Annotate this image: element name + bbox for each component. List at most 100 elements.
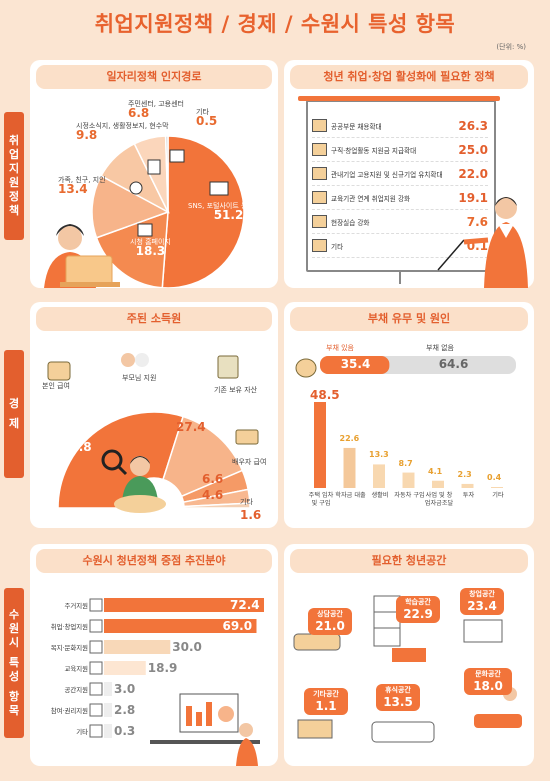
pie2-value-2: 6.6 (202, 472, 224, 486)
side-tab-char: 수 (8, 608, 20, 621)
side-tab-char: 성 (8, 670, 20, 683)
person-laptop-illustration (44, 224, 120, 288)
priority-label: 복지·문화지원 (50, 644, 88, 652)
pie2-slice (183, 502, 251, 509)
policy-row: 현장실습 강화 7.6 (312, 210, 488, 234)
semi-pie-income (47, 353, 259, 513)
pie1-label-1: 시청 홈페이지 18.3 (130, 238, 171, 258)
debt-col-value: 13.3 (369, 450, 389, 460)
space-label: 창업공간 (469, 590, 495, 598)
debt-col-value: 0.4 (487, 473, 502, 482)
debt-has-value: 35.4 (340, 357, 371, 371)
policy-list: 공공부문 채용확대 26.3 구직·창업활동 지원금 지급확대 25.0 관내기업 고용… (312, 114, 488, 258)
priority-icon (89, 703, 103, 717)
space-label: 상담공간 (317, 610, 343, 618)
card-awareness-path: 일자리정책 인지경로 SNS, 포털사이트 등 인터넷 51.2 시청 홈페이지 1… (30, 60, 278, 288)
wallet-icon (47, 361, 71, 381)
space-value: 23.4 (467, 599, 497, 613)
side-tab-char: 취 (8, 134, 20, 147)
space-label: 문화공간 (475, 670, 501, 678)
page-title: 취업지원정책 / 경제 / 수원시 특성 항목 (94, 12, 456, 36)
debt-col (461, 483, 474, 488)
card-youth-space: 필요한 청년공간 상담공간 21.0 학습공간 22.9 창업공간 23.4 기타공간 1.1… (284, 544, 534, 766)
monitor-icon (137, 223, 153, 237)
priority-bars (89, 598, 264, 766)
priority-label: 교육지원 (64, 665, 88, 673)
priority-bar (104, 598, 264, 612)
space-label: 휴식공간 (385, 686, 411, 694)
side-tab-char: 정 (8, 190, 20, 203)
policy-value: 7.6 (466, 214, 488, 229)
debt-col (373, 464, 385, 488)
policy-icon (312, 215, 327, 228)
card-priority-areas: 수원시 청년정책 중점 추진분야 주거지원 72.4 취업·창업지원 69.0 복지·문… (30, 544, 278, 766)
priority-value: 72.4 (230, 598, 260, 612)
priority-value: 3.0 (114, 682, 136, 696)
policy-label: 교육기관 연계 취업지원 강화 (331, 194, 411, 203)
side-tab-char: 제 (8, 417, 20, 430)
policy-icon (312, 119, 327, 132)
pie2-label-1: 부모님 지원 (122, 374, 157, 382)
pie2-label-3: 배우자 급여 (232, 458, 267, 466)
side-tab-char: 원 (8, 622, 20, 635)
policy-label: 공공부문 채용확대 (331, 122, 382, 131)
space-illustration (293, 595, 522, 743)
priority-icon (89, 598, 103, 612)
pie2-label-4: 기타 (240, 498, 253, 506)
priority-icon (89, 640, 103, 654)
policy-icon (312, 239, 327, 252)
card-title: 주된 소득원 (36, 307, 272, 331)
debt-yes-label: 부채 있음 (326, 344, 354, 352)
priority-bar (104, 661, 146, 675)
space-value: 13.5 (383, 695, 413, 709)
debt-col-label: 투자 (462, 492, 475, 499)
side-tab-label: 경 제 (9, 397, 19, 431)
policy-value: 22.0 (458, 166, 488, 181)
side-tab-char: 경 (8, 397, 20, 410)
debt-col (402, 472, 415, 488)
debt-col-label: 학자금 대출 (335, 492, 366, 499)
priority-icon (89, 682, 103, 696)
card-title: 필요한 청년공간 (290, 549, 528, 573)
policy-label: 현장실습 강화 (331, 218, 370, 227)
card-pay-icon (235, 429, 259, 445)
priority-bar (104, 640, 171, 654)
debt-col-label: 자동차 구입 (394, 492, 425, 499)
priority-value: 69.0 (222, 619, 253, 633)
space-value: 22.9 (403, 607, 433, 621)
space-pill: 문화공간 18.0 (464, 668, 512, 695)
space-pill: 창업공간 23.4 (460, 588, 504, 615)
debt-col-label: 주택 임차 및 구입 (308, 492, 334, 507)
people-icon (129, 181, 143, 195)
card-title: 일자리정책 인지경로 (36, 65, 272, 89)
side-tab-char: 지 (8, 162, 20, 175)
card-title: 수원시 청년정책 중점 추진분야 (36, 549, 272, 573)
person-money-illustration (101, 449, 166, 513)
presenter-illustration (399, 197, 528, 288)
priority-label: 기타 (76, 728, 88, 736)
side-tab-char: 업 (8, 148, 20, 161)
policy-row: 교육기관 연계 취업지원 강화 19.1 (312, 186, 488, 210)
space-value: 1.1 (315, 699, 337, 713)
side-tab-char: 목 (8, 704, 20, 717)
pie2-value-0: 59.8 (62, 440, 92, 454)
card-title: 청년 취업·창업 활성화에 필요한 정책 (290, 65, 528, 89)
priority-label: 참여·권리지원 (50, 707, 88, 715)
space-label: 학습공간 (405, 598, 431, 606)
space-value: 21.0 (315, 619, 345, 633)
card-income-source: 주된 소득원 본인 급여 59.8 부모님 지원 27.4 기존 보유 자산 6… (30, 302, 278, 528)
policy-label: 구직·창업활동 지원금 지급확대 (331, 146, 417, 155)
debt-col-value: 4.1 (428, 466, 443, 476)
space-pill: 휴식공간 13.5 (376, 684, 420, 711)
card-needed-policy: 청년 취업·창업 활성화에 필요한 정책 공공부문 채용확대 26.3 구직·창업활… (284, 60, 534, 288)
debt-no-label: 부채 없음 (426, 344, 454, 352)
debt-col-label: 사업 및 창업자금조달 (424, 492, 454, 507)
card-debt: 부채 유무 및 원인 부채 있음 부채 없음 35.4 64.6 48.5 주택 임차… (284, 302, 534, 528)
pie1-slice (161, 135, 245, 288)
debt-col (432, 480, 444, 488)
priority-bar (104, 724, 112, 738)
priority-label: 취업·창업지원 (50, 623, 88, 631)
